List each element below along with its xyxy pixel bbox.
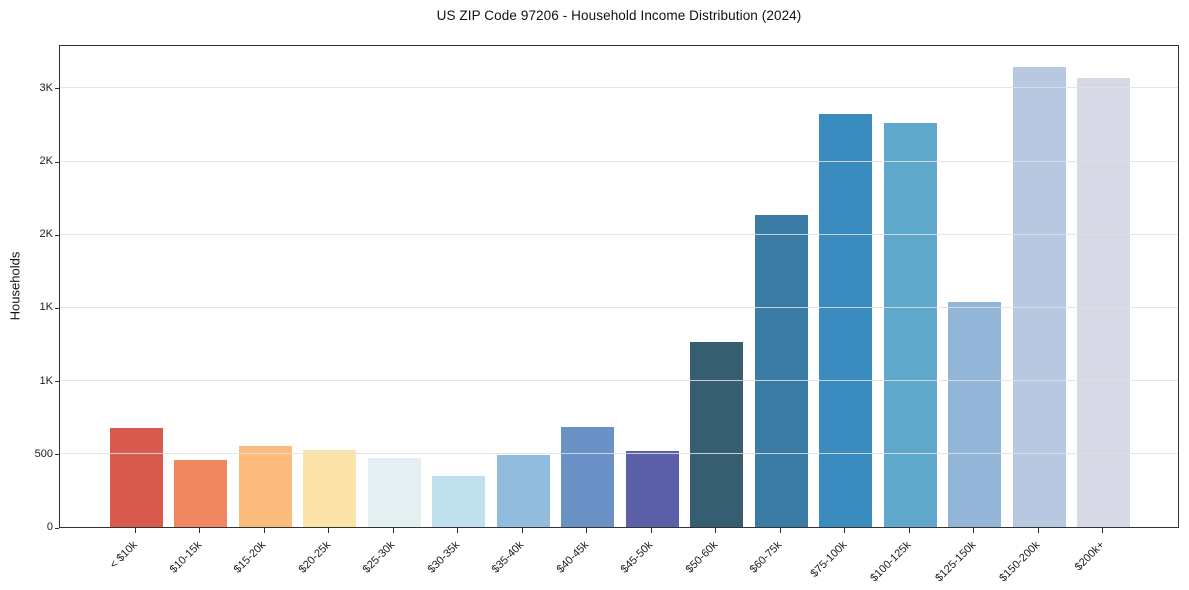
bar-16 bbox=[1077, 78, 1130, 527]
x-tick-mark bbox=[844, 528, 845, 533]
x-tick-mark bbox=[715, 528, 716, 533]
gridline bbox=[60, 453, 1178, 455]
x-tick-mark bbox=[457, 528, 458, 533]
x-tick-mark bbox=[521, 528, 523, 533]
x-tick-label: $75-100k bbox=[808, 539, 849, 580]
bar-3 bbox=[238, 446, 292, 527]
x-tick-label: $45-50k bbox=[618, 539, 656, 576]
bar-8 bbox=[561, 427, 614, 527]
x-tick-mark bbox=[134, 528, 136, 533]
x-tick-label: $20-25k bbox=[296, 539, 333, 576]
bar-11 bbox=[754, 215, 808, 527]
x-tick-label: $200k+ bbox=[1072, 539, 1107, 574]
x-tick-mark bbox=[263, 528, 265, 533]
x-tick-label: $35-40k bbox=[489, 539, 527, 576]
y-tick-label: 500 bbox=[34, 447, 53, 460]
y-tick-label: 2K bbox=[39, 228, 53, 241]
bar-15 bbox=[1012, 67, 1066, 527]
gridline bbox=[60, 160, 1178, 162]
x-tick-label: $125-150k bbox=[932, 539, 978, 585]
y-tick-mark bbox=[55, 161, 59, 163]
gridline bbox=[60, 87, 1178, 89]
x-tick-label: $15-20k bbox=[231, 539, 269, 576]
x-tick-mark bbox=[779, 528, 781, 533]
x-tick-mark bbox=[328, 528, 329, 533]
bar-4 bbox=[303, 450, 356, 527]
gridline bbox=[60, 233, 1178, 235]
y-tick-mark bbox=[55, 234, 59, 236]
x-tick-mark bbox=[650, 528, 652, 533]
x-tick-label: $100-125k bbox=[868, 539, 914, 585]
bar-13 bbox=[883, 123, 937, 527]
x-tick-label: $60-75k bbox=[747, 539, 785, 576]
x-tick-mark bbox=[1037, 528, 1039, 533]
y-tick-mark bbox=[55, 88, 59, 90]
y-tick-mark bbox=[55, 527, 59, 529]
y-tick-label: 3K bbox=[39, 81, 53, 94]
x-tick-label: $25-30k bbox=[360, 539, 398, 576]
gridline bbox=[60, 380, 1178, 382]
y-tick-mark bbox=[55, 307, 59, 309]
y-tick-label: 2K bbox=[39, 155, 53, 168]
x-tick-mark bbox=[908, 528, 910, 533]
x-tick-label: $10-15k bbox=[167, 539, 204, 576]
x-tick-label: $50-60k bbox=[683, 539, 720, 576]
x-tick-label: < $10k bbox=[107, 539, 140, 572]
x-tick-mark bbox=[1102, 528, 1103, 533]
x-tick-mark bbox=[973, 528, 974, 533]
bar-7 bbox=[496, 455, 550, 527]
x-tick-mark bbox=[586, 528, 587, 533]
y-tick-mark bbox=[55, 381, 59, 383]
plot-area bbox=[59, 45, 1179, 528]
bar-1 bbox=[109, 428, 163, 527]
bar-9 bbox=[625, 451, 679, 527]
bar-10 bbox=[690, 342, 743, 527]
x-tick-mark bbox=[199, 528, 200, 533]
y-tick-label: 0 bbox=[46, 521, 53, 533]
y-tick-label: 1K bbox=[39, 301, 53, 314]
gridline bbox=[60, 306, 1178, 308]
y-tick-label: 1K bbox=[39, 374, 53, 387]
bar-6 bbox=[432, 476, 485, 527]
y-tick-mark bbox=[55, 454, 59, 456]
chart-title: US ZIP Code 97206 - Household Income Dis… bbox=[436, 8, 802, 23]
x-tick-mark bbox=[392, 528, 394, 533]
bar-14 bbox=[948, 302, 1001, 527]
x-tick-label: $150-200k bbox=[997, 539, 1043, 585]
bar-5 bbox=[367, 458, 421, 527]
bar-2 bbox=[174, 460, 227, 527]
x-tick-label: $30-35k bbox=[425, 539, 462, 576]
x-tick-label: $40-45k bbox=[554, 539, 591, 576]
bar-12 bbox=[819, 114, 872, 527]
